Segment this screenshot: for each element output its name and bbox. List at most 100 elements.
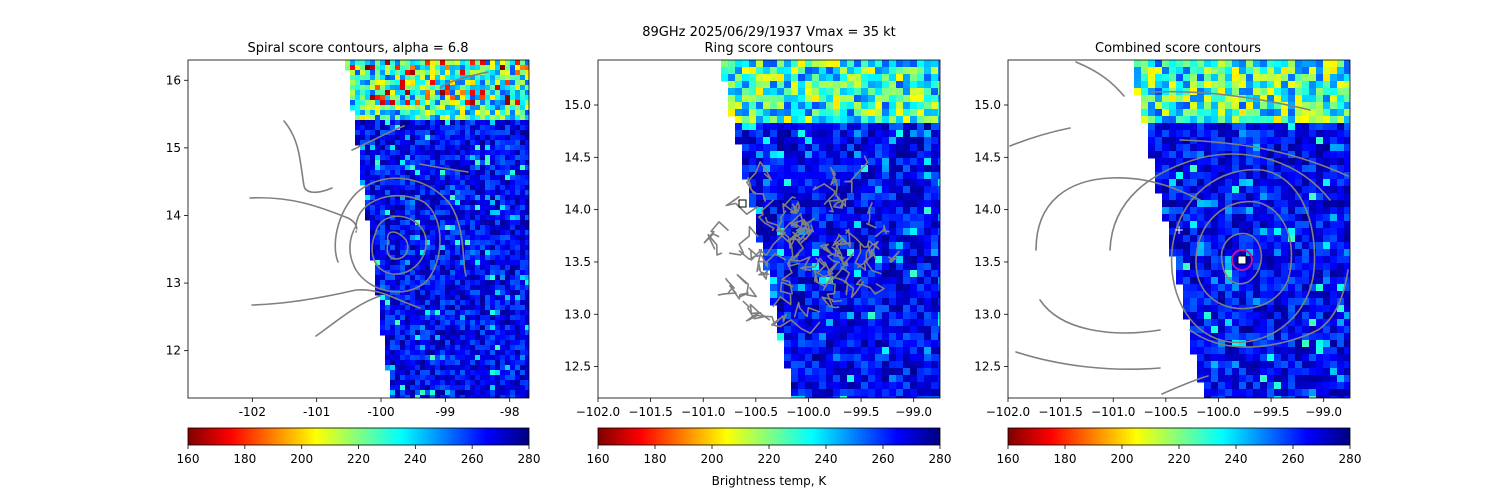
heatmap-cell bbox=[882, 375, 890, 383]
heatmap-cell bbox=[495, 145, 501, 151]
contour-line bbox=[822, 280, 836, 306]
heatmap-cell bbox=[425, 130, 431, 136]
heatmap-cell bbox=[1190, 291, 1198, 299]
heatmap-cell bbox=[405, 265, 411, 271]
heatmap-cell bbox=[505, 115, 511, 121]
heatmap-cell bbox=[819, 235, 827, 243]
heatmap-cell bbox=[410, 180, 416, 186]
heatmap-cell bbox=[435, 270, 441, 276]
heatmap-cell bbox=[805, 74, 813, 82]
heatmap-cell bbox=[924, 151, 932, 159]
heatmap-cell bbox=[515, 335, 521, 341]
heatmap-cell bbox=[475, 295, 481, 301]
heatmap-cell bbox=[435, 75, 441, 81]
heatmap-cell bbox=[1344, 242, 1350, 250]
heatmap-cell bbox=[1274, 256, 1282, 264]
heatmap-cell bbox=[1316, 60, 1324, 68]
heatmap-cell bbox=[445, 215, 451, 221]
heatmap-cell bbox=[435, 195, 441, 201]
contour-line bbox=[865, 240, 882, 275]
heatmap-cell bbox=[826, 214, 834, 222]
heatmap-cell bbox=[840, 193, 848, 201]
heatmap-cell bbox=[1337, 158, 1345, 166]
heatmap-cell bbox=[415, 135, 421, 141]
heatmap-cell bbox=[480, 225, 486, 231]
heatmap-cell bbox=[875, 249, 883, 257]
heatmap-cell bbox=[370, 105, 376, 111]
heatmap-cell bbox=[475, 235, 481, 241]
heatmap-cell bbox=[400, 145, 406, 151]
heatmap-cell bbox=[525, 180, 529, 186]
heatmap-cell bbox=[1239, 214, 1247, 222]
heatmap-cell bbox=[1267, 151, 1275, 159]
heatmap-cell bbox=[1134, 74, 1142, 82]
heatmap-cell bbox=[520, 235, 526, 241]
heatmap-cell bbox=[455, 145, 461, 151]
heatmap-cell bbox=[470, 295, 476, 301]
heatmap-cell bbox=[510, 255, 516, 261]
heatmap-cell bbox=[405, 255, 411, 261]
heatmap-cell bbox=[395, 120, 401, 126]
heatmap-cell bbox=[475, 265, 481, 271]
heatmap-cell bbox=[395, 360, 401, 366]
heatmap-cell bbox=[868, 74, 876, 82]
heatmap-cell bbox=[749, 60, 757, 68]
heatmap-cell bbox=[405, 125, 411, 131]
heatmap-cell bbox=[847, 277, 855, 285]
heatmap-cell bbox=[840, 116, 848, 124]
heatmap-cell bbox=[395, 260, 401, 266]
heatmap-cell bbox=[1323, 109, 1331, 117]
heatmap-cell bbox=[400, 370, 406, 376]
heatmap-cell bbox=[405, 395, 411, 398]
heatmap-cell bbox=[500, 175, 506, 181]
heatmap-cell bbox=[770, 263, 778, 271]
heatmap-cell bbox=[445, 335, 451, 341]
heatmap-cell bbox=[1344, 319, 1350, 327]
heatmap-cell bbox=[400, 95, 406, 101]
heatmap-cell bbox=[470, 145, 476, 151]
heatmap-cell bbox=[430, 205, 436, 211]
heatmap-cell bbox=[465, 350, 471, 356]
heatmap-cell bbox=[450, 130, 456, 136]
heatmap-cell bbox=[400, 110, 406, 116]
heatmap-cell bbox=[385, 170, 391, 176]
heatmap-cell bbox=[520, 305, 526, 311]
heatmap-cell bbox=[854, 60, 862, 68]
heatmap-cell bbox=[1239, 179, 1247, 187]
heatmap-cell bbox=[910, 242, 918, 250]
heatmap-cell bbox=[1323, 389, 1331, 397]
heatmap-cell bbox=[1302, 333, 1310, 341]
heatmap-cell bbox=[415, 355, 421, 361]
heatmap-cell bbox=[924, 60, 932, 68]
heatmap-cell bbox=[938, 67, 940, 75]
heatmap-cell bbox=[525, 205, 529, 211]
heatmap-cell bbox=[370, 210, 376, 216]
heatmap-cell bbox=[840, 375, 848, 383]
heatmap-cell bbox=[1288, 144, 1296, 152]
heatmap-cell bbox=[380, 225, 386, 231]
heatmap-cell bbox=[1337, 368, 1345, 376]
heatmap-cell bbox=[445, 190, 451, 196]
heatmap-cell bbox=[415, 65, 421, 71]
colorbar-label: Brightness temp, K bbox=[712, 474, 828, 488]
heatmap-cell bbox=[475, 240, 481, 246]
heatmap-cell bbox=[1309, 67, 1317, 75]
heatmap-cell bbox=[375, 250, 381, 256]
heatmap-cell bbox=[910, 333, 918, 341]
heatmap-cell bbox=[1211, 270, 1219, 278]
heatmap-cell bbox=[1155, 130, 1163, 138]
heatmap-cell bbox=[1169, 235, 1177, 243]
heatmap-cell bbox=[896, 67, 904, 75]
heatmap-cell bbox=[910, 382, 918, 390]
heatmap-cell bbox=[770, 116, 778, 124]
heatmap-cell bbox=[510, 230, 516, 236]
heatmap-cell bbox=[450, 90, 456, 96]
heatmap-cell bbox=[1239, 382, 1247, 390]
heatmap-cell bbox=[425, 325, 431, 331]
heatmap-cell bbox=[1337, 277, 1345, 285]
heatmap-cell bbox=[400, 340, 406, 346]
heatmap-cell bbox=[375, 230, 381, 236]
heatmap-cell bbox=[875, 81, 883, 89]
heatmap-cell bbox=[410, 290, 416, 296]
heatmap-cell bbox=[1253, 396, 1261, 398]
